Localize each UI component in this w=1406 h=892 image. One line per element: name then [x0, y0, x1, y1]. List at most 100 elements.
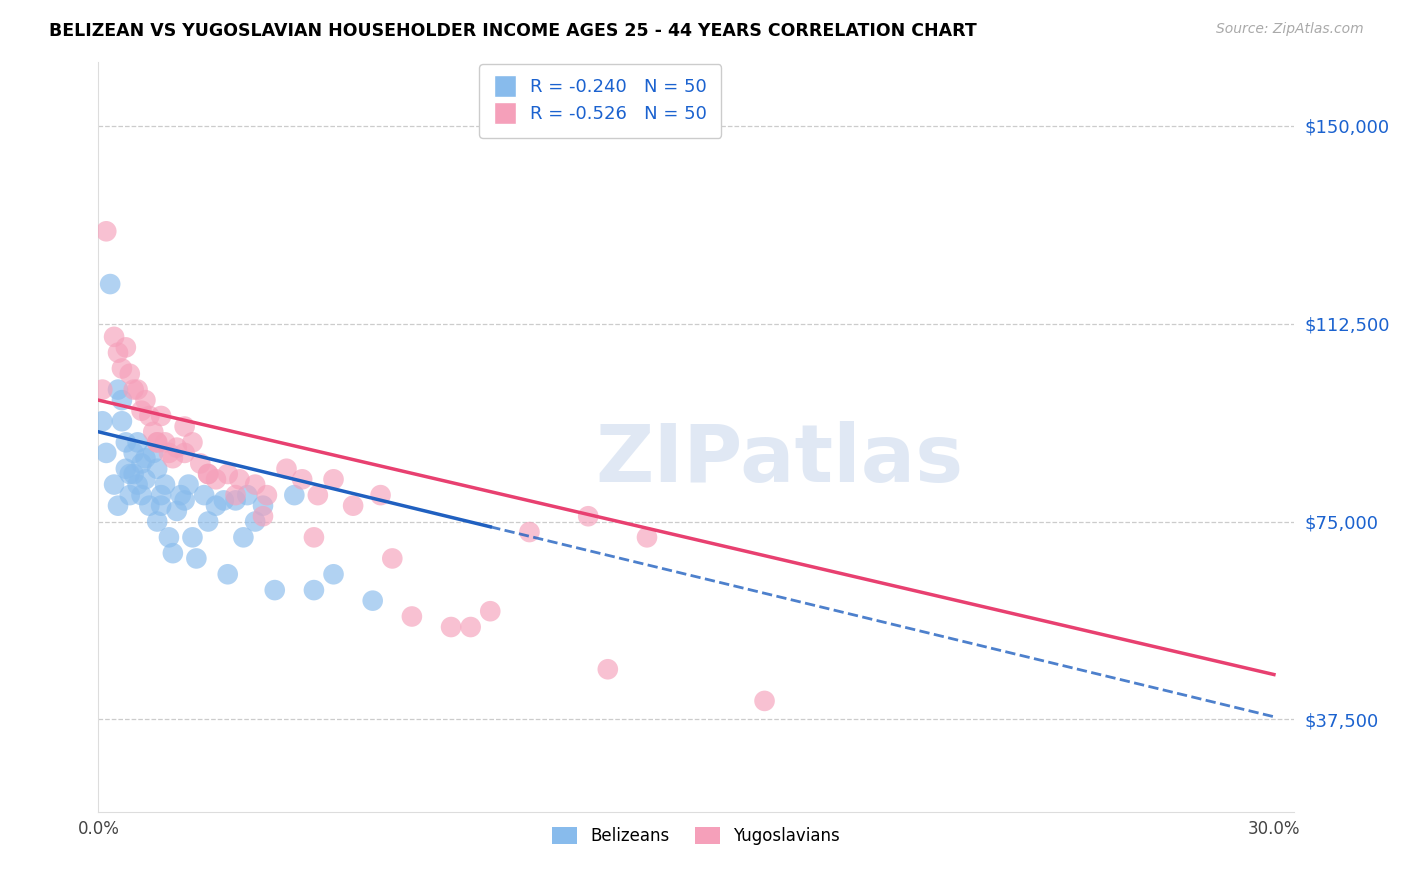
- Point: [754, 694, 776, 708]
- Point: [283, 488, 305, 502]
- Point: [118, 467, 141, 481]
- Point: [166, 441, 188, 455]
- Point: [276, 461, 298, 475]
- Point: [111, 393, 134, 408]
- Point: [173, 419, 195, 434]
- Point: [401, 609, 423, 624]
- Point: [370, 488, 392, 502]
- Point: [519, 524, 541, 539]
- Point: [127, 477, 149, 491]
- Point: [188, 457, 211, 471]
- Point: [98, 277, 121, 291]
- Point: [150, 488, 173, 502]
- Point: [153, 477, 176, 491]
- Point: [122, 467, 145, 481]
- Point: [103, 477, 125, 491]
- Point: [217, 467, 239, 481]
- Point: [576, 509, 599, 524]
- Point: [205, 499, 228, 513]
- Point: [122, 446, 145, 460]
- Point: [181, 530, 204, 544]
- Point: [440, 620, 463, 634]
- Point: [115, 340, 138, 354]
- Point: [236, 488, 259, 502]
- Point: [91, 414, 114, 428]
- Point: [134, 451, 156, 466]
- Point: [157, 530, 180, 544]
- Point: [361, 593, 384, 607]
- Point: [232, 530, 254, 544]
- Point: [107, 383, 129, 397]
- Point: [134, 393, 156, 408]
- Point: [131, 403, 153, 417]
- Point: [479, 604, 502, 618]
- Point: [127, 383, 149, 397]
- Point: [146, 435, 169, 450]
- Point: [197, 467, 219, 481]
- Point: [181, 435, 204, 450]
- Point: [150, 409, 173, 423]
- Point: [122, 383, 145, 397]
- Point: [131, 457, 153, 471]
- Point: [157, 446, 180, 460]
- Point: [596, 662, 619, 676]
- Point: [460, 620, 482, 634]
- Point: [243, 515, 266, 529]
- Point: [166, 504, 188, 518]
- Point: [153, 435, 176, 450]
- Point: [118, 367, 141, 381]
- Text: ZIPatlas: ZIPatlas: [596, 420, 963, 499]
- Point: [115, 461, 138, 475]
- Point: [307, 488, 329, 502]
- Point: [193, 488, 215, 502]
- Point: [146, 435, 169, 450]
- Point: [142, 446, 165, 460]
- Point: [91, 383, 114, 397]
- Legend: Belizeans, Yugoslavians: Belizeans, Yugoslavians: [546, 821, 846, 852]
- Point: [173, 446, 195, 460]
- Point: [170, 488, 193, 502]
- Point: [107, 499, 129, 513]
- Point: [212, 493, 235, 508]
- Point: [162, 546, 184, 560]
- Point: [142, 425, 165, 439]
- Point: [243, 477, 266, 491]
- Point: [322, 472, 344, 486]
- Point: [252, 499, 274, 513]
- Point: [138, 499, 160, 513]
- Point: [291, 472, 314, 486]
- Point: [228, 472, 250, 486]
- Point: [107, 345, 129, 359]
- Point: [103, 330, 125, 344]
- Point: [186, 551, 208, 566]
- Point: [381, 551, 404, 566]
- Point: [205, 472, 228, 486]
- Point: [138, 409, 160, 423]
- Point: [150, 499, 173, 513]
- Point: [162, 451, 184, 466]
- Text: BELIZEAN VS YUGOSLAVIAN HOUSEHOLDER INCOME AGES 25 - 44 YEARS CORRELATION CHART: BELIZEAN VS YUGOSLAVIAN HOUSEHOLDER INCO…: [49, 22, 977, 40]
- Point: [146, 461, 169, 475]
- Point: [302, 530, 325, 544]
- Point: [256, 488, 278, 502]
- Point: [225, 493, 247, 508]
- Point: [115, 435, 138, 450]
- Point: [225, 488, 247, 502]
- Point: [118, 488, 141, 502]
- Point: [134, 472, 156, 486]
- Point: [146, 515, 169, 529]
- Point: [197, 467, 219, 481]
- Point: [302, 583, 325, 598]
- Point: [96, 446, 118, 460]
- Point: [111, 414, 134, 428]
- Point: [177, 477, 200, 491]
- Point: [96, 224, 118, 238]
- Text: Source: ZipAtlas.com: Source: ZipAtlas.com: [1216, 22, 1364, 37]
- Point: [111, 361, 134, 376]
- Point: [263, 583, 285, 598]
- Point: [197, 515, 219, 529]
- Point: [127, 435, 149, 450]
- Point: [322, 567, 344, 582]
- Point: [217, 567, 239, 582]
- Point: [342, 499, 364, 513]
